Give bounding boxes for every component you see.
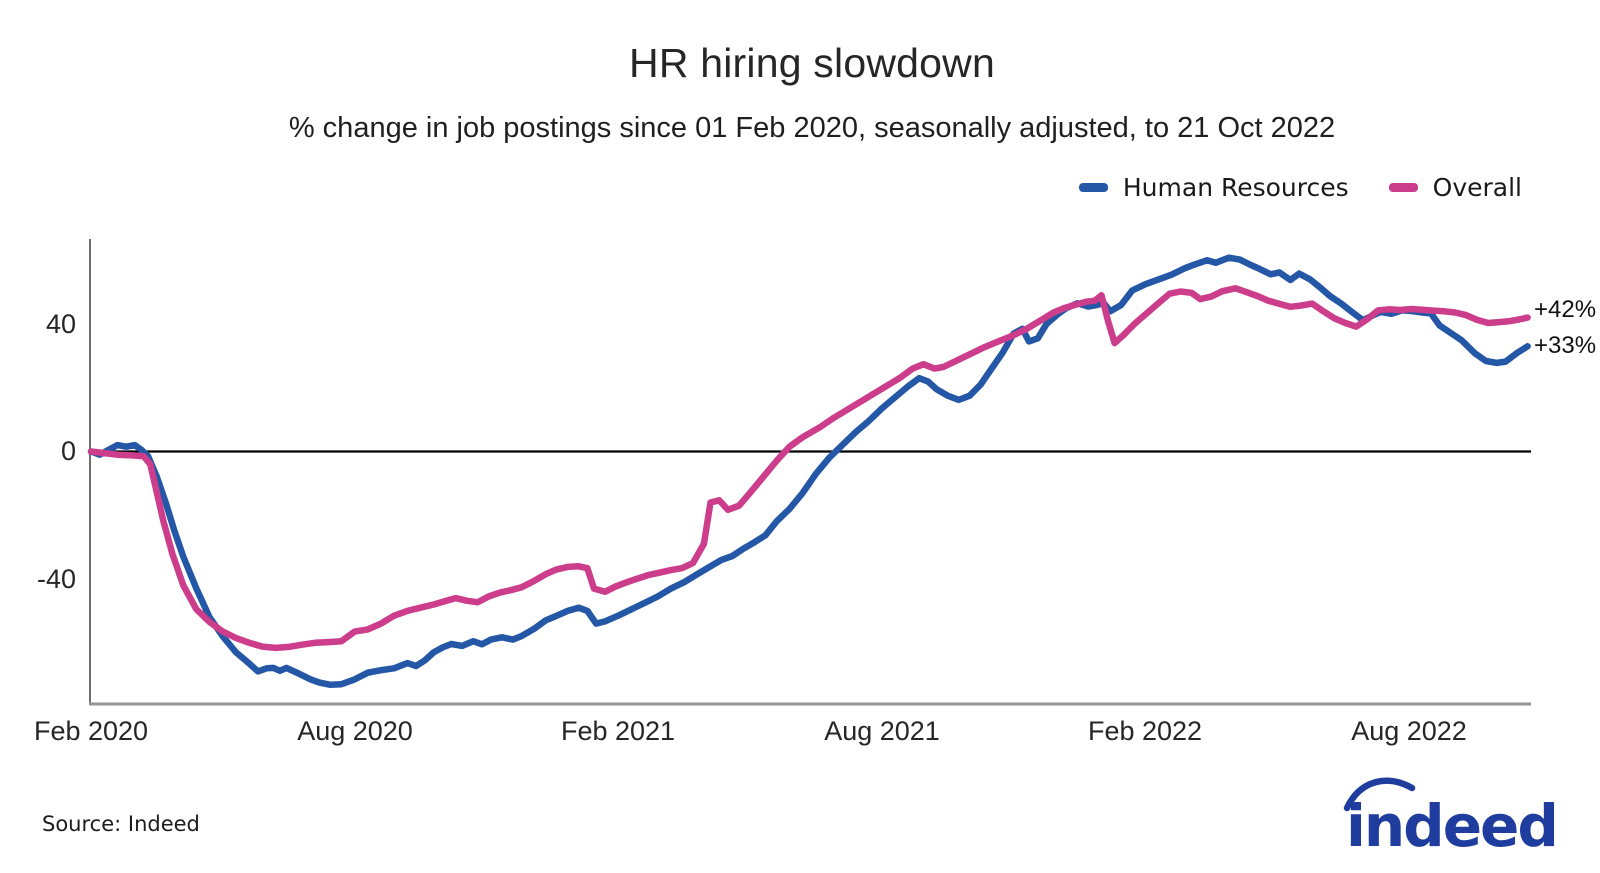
y-tick-label: 0 [60, 436, 76, 466]
legend-item-overall: Overall [1388, 173, 1522, 202]
x-tick-label: Aug 2021 [824, 716, 940, 746]
source-note: Source: Indeed [42, 812, 200, 836]
logo-wordmark: indeed [1346, 792, 1557, 856]
x-tick-label: Aug 2022 [1351, 716, 1467, 746]
legend-label-human-resources: Human Resources [1122, 173, 1349, 202]
legend-item-human-resources: Human Resources [1078, 173, 1349, 202]
legend: Human Resources Overall [1078, 173, 1522, 202]
y-tick-label: 40 [45, 309, 76, 339]
legend-swatch-human-resources [1078, 183, 1108, 192]
chart-subtitle: % change in job postings since 01 Feb 20… [288, 112, 1336, 144]
indeed-logo: indeed [1343, 777, 1559, 856]
x-tick-label: Aug 2020 [297, 716, 413, 746]
x-tick-label: Feb 2022 [1087, 716, 1203, 746]
overall-end-value-label: +42% [1534, 296, 1597, 323]
overall-line [87, 285, 1531, 652]
logo-swoosh-icon [1343, 777, 1416, 812]
hr-end-value-label: +33% [1534, 332, 1597, 359]
human-resources-line [87, 254, 1531, 689]
legend-label-overall: Overall [1432, 173, 1522, 202]
y-tick-label: -40 [36, 564, 76, 594]
chart-title: HR hiring slowdown [629, 40, 995, 86]
x-tick-label: Feb 2021 [560, 716, 676, 746]
legend-swatch-overall [1388, 183, 1418, 192]
x-tick-label: Feb 2020 [33, 716, 149, 746]
